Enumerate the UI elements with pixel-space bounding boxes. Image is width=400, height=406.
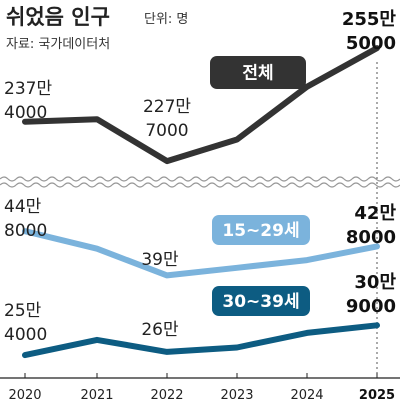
badge-layer: 전체 15~29세 30~39세 [210,56,310,316]
x-tick-label: 2024 [290,388,323,403]
x-tick-label: 2023 [220,388,253,403]
axis-break-line [0,182,400,188]
chart-title: 쉬었음 인구 [6,5,110,29]
axis-break-line [0,176,400,182]
label-layer: 237만 4000 227만 7000 255만 5000 44만 8000 39만 42만 800… [4,9,396,345]
legend-label-total: 전체 [242,64,273,84]
legend-badge-thirties [212,286,310,316]
data-label: 7000 [145,121,188,141]
legend-label-thirties: 30~39세 [222,292,299,312]
legend-label-youth: 15~29세 [222,221,299,241]
data-label: 227만 [143,97,191,117]
data-label: 26만 [141,320,179,340]
data-label: 237만 [4,79,52,99]
legend-badge-youth [212,215,310,245]
data-label: 25만 [4,301,42,321]
series-line-total [22,45,380,165]
x-tick-label: 2021 [80,388,113,403]
legend-badge-total [210,56,306,89]
data-label: 8000 [4,221,47,241]
series-line-youth [22,228,380,279]
axis-layer: 2020 2021 2022 2023 2024 2025 [0,62,400,403]
data-label: 39만 [141,250,179,270]
data-label: 8000 [346,227,396,248]
series-line-thirties [22,322,380,359]
data-label: 5000 [346,33,396,54]
source-label: 자료: 국가데이터처 [6,37,110,52]
x-tick-label: 2020 [8,388,41,403]
unit-label: 단위: 명 [144,12,188,27]
data-label: 4000 [4,325,47,345]
line-layer [22,45,380,359]
data-label: 30만 [354,272,396,293]
data-label: 4000 [4,103,47,123]
data-label: 9000 [346,296,396,317]
data-label: 255만 [342,9,397,30]
data-label: 44만 [4,197,42,217]
x-tick-label: 2025 [359,388,395,403]
x-tick-label: 2022 [150,388,183,403]
data-label: 42만 [354,203,396,224]
